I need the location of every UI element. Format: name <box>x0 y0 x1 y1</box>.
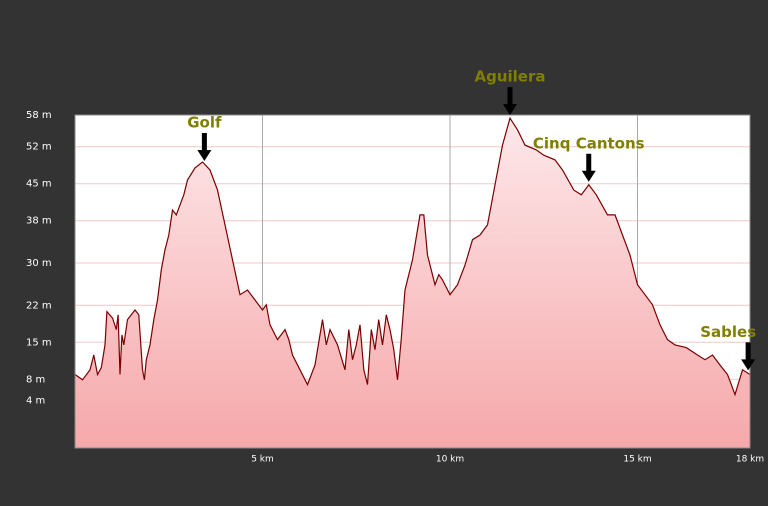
y-tick-label: 38 m <box>26 216 52 227</box>
arrow-head <box>581 170 596 182</box>
y-tick-label: 8 m <box>26 374 45 385</box>
y-tick-label: 4 m <box>26 395 45 406</box>
arrow-shaft <box>745 342 751 361</box>
annotation-label: Cinq Cantons <box>533 134 645 152</box>
elevation-line <box>74 116 751 397</box>
arrow-head <box>197 150 212 162</box>
y-tick-label: 58 m <box>26 110 52 121</box>
y-tick-label: 15 m <box>26 337 52 348</box>
y-tick-label: 22 m <box>26 300 52 311</box>
y-tick-label: 52 m <box>26 142 52 153</box>
arrow-head <box>741 359 756 371</box>
y-tick-label: 45 m <box>26 179 52 190</box>
x-tick-label: 15 km <box>623 455 651 465</box>
arrow-head <box>503 104 517 116</box>
plot-border <box>74 114 751 449</box>
area-fill <box>75 118 750 448</box>
arrow-shaft <box>586 153 592 172</box>
x-tick-label: 5 km <box>251 455 274 465</box>
annotation-label: Aguilera <box>474 68 545 86</box>
y-tick-label: 30 m <box>26 258 52 269</box>
x-tick-label: 18 km <box>736 455 764 465</box>
arrow-shaft <box>507 87 513 106</box>
x-tick-label: 10 km <box>436 455 464 465</box>
annotation-label: Golf <box>187 114 222 132</box>
annotation-label: Sables <box>700 323 756 341</box>
arrow-shaft <box>201 133 207 152</box>
